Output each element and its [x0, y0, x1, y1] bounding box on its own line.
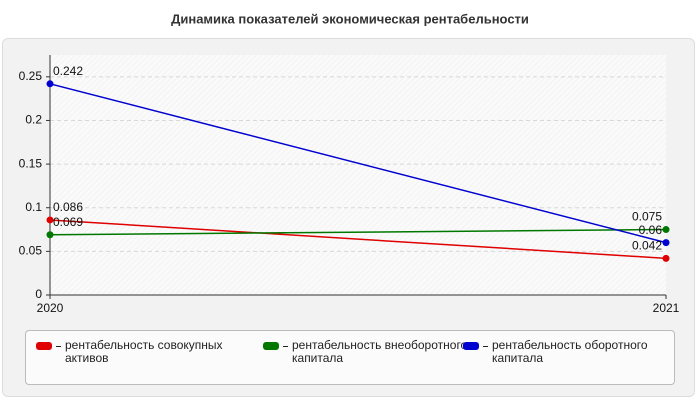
- y-tick-label: 0: [35, 287, 42, 301]
- legend: рентабельность совокупных активов рентабе…: [25, 330, 675, 385]
- x-tick-label: 2021: [653, 301, 680, 315]
- legend-item: рентабельность оборотного капитала: [463, 339, 692, 365]
- plot-area: [50, 55, 666, 295]
- series-line: [49, 83, 667, 244]
- point: [46, 216, 54, 224]
- y-tick-label: 0.05: [19, 244, 43, 258]
- series-line: [49, 219, 667, 260]
- legend-swatch: [36, 342, 52, 350]
- y-tick-label: 0.1: [25, 200, 42, 214]
- legend-dash: [483, 346, 488, 347]
- x-tick-label: 2020: [37, 301, 64, 315]
- data-label: 0.086: [53, 200, 83, 214]
- series-line: [49, 228, 667, 236]
- legend-dash: [283, 346, 288, 347]
- y-tick-label: 0.15: [19, 156, 43, 170]
- data-label: 0.042: [632, 239, 662, 253]
- legend-label: рентабельность оборотного капитала: [492, 338, 648, 365]
- data-label: 0.06: [639, 223, 663, 237]
- y-tick-label: 0.2: [25, 113, 42, 127]
- point: [662, 239, 670, 247]
- chart-title: Динамика показателей экономическая рента…: [171, 11, 529, 26]
- legend-swatch: [463, 342, 479, 350]
- legend-item: рентабельность внеоборотного капитала: [263, 339, 472, 365]
- point: [662, 254, 670, 262]
- legend-item: рентабельность совокупных активов: [36, 339, 265, 365]
- data-label: 0.075: [632, 210, 662, 224]
- legend-label: рентабельность совокупных активов: [65, 338, 223, 365]
- data-label: 0.069: [53, 215, 83, 229]
- point: [46, 80, 54, 88]
- legend-label: рентабельность внеоборотного капитала: [292, 338, 468, 365]
- y-tick-label: 0.25: [19, 69, 43, 83]
- data-label: 0.242: [53, 64, 83, 78]
- point: [662, 226, 670, 234]
- point: [46, 231, 54, 239]
- legend-dash: [56, 346, 61, 347]
- legend-swatch: [263, 342, 279, 350]
